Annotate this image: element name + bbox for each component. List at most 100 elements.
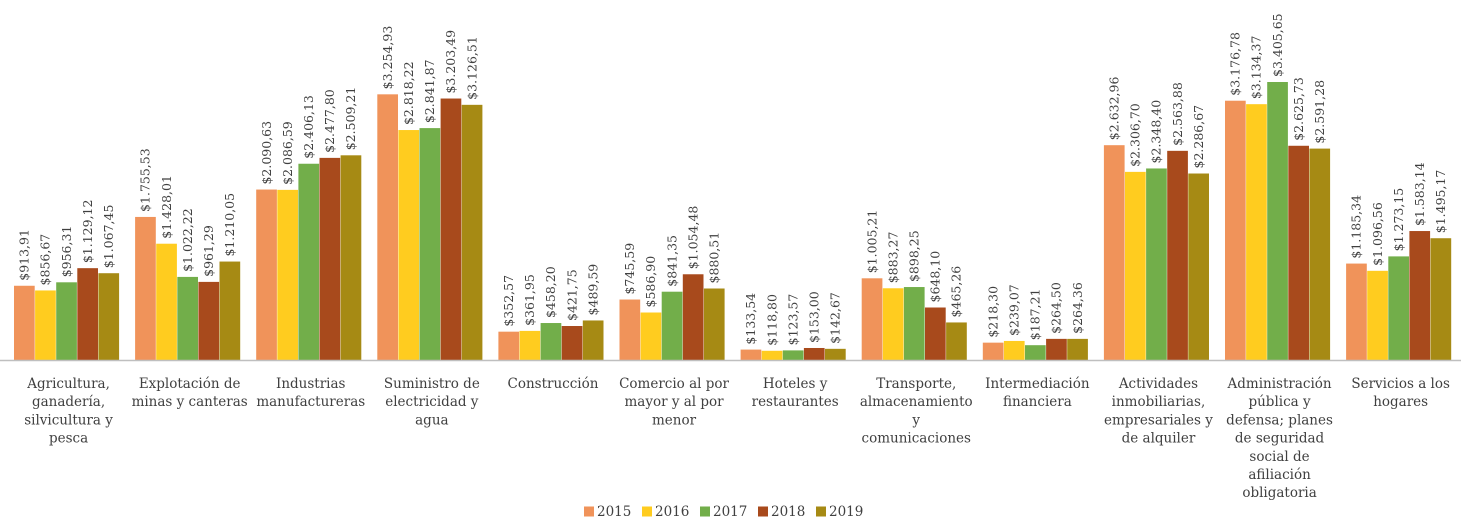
data-label-2017-4: $2.841,87 — [422, 59, 437, 123]
category-label-line: empresariales y — [1104, 412, 1213, 428]
category-label-line: afiliación — [1248, 467, 1311, 483]
category-label-line: almacenamiento — [860, 394, 973, 410]
legend: 2015 2016 2017 2018 2019 — [584, 504, 863, 520]
bar-2017-12 — [1388, 256, 1409, 361]
data-label-2019-2: $1.210,05 — [222, 193, 237, 257]
bar-2017-6 — [661, 291, 683, 361]
category-label-line: Actividades — [1118, 376, 1198, 392]
bar-2015-9 — [982, 342, 1004, 361]
data-label-2018-2: $961,29 — [201, 225, 216, 277]
data-label-2017-1: $956,31 — [59, 226, 74, 278]
bar-2019-11 — [1309, 148, 1331, 361]
data-label-2015-7: $133,54 — [743, 293, 758, 345]
category-label-line: social de — [1249, 449, 1309, 465]
bar-2016-2 — [156, 243, 177, 361]
category-label-line: pesca — [49, 431, 88, 447]
bar-2015-7 — [740, 349, 762, 361]
bar-2016-1 — [35, 290, 56, 361]
bar-2015-2 — [135, 216, 156, 361]
category-label-line: comunicaciones — [862, 431, 971, 447]
data-label-2016-12: $1.096,56 — [1370, 202, 1385, 266]
bar-2015-3 — [256, 189, 277, 361]
data-label-2018-6: $1.054,48 — [685, 206, 700, 270]
data-label-2015-8: $1.005,21 — [864, 210, 879, 274]
data-label-2015-6: $745,59 — [622, 243, 637, 295]
category-label-line: Agricultura, — [26, 376, 110, 392]
data-label-2016-5: $361,95 — [522, 274, 537, 326]
category-label-line: obligatoria — [1242, 485, 1316, 501]
bar-2018-11 — [1288, 145, 1309, 361]
category-label-1: Agricultura, ganadería, silvicultura y pesc… — [24, 376, 113, 447]
data-label-2015-12: $1.185,34 — [1349, 195, 1364, 259]
bar-2018-2 — [198, 281, 220, 361]
bars-layer — [14, 82, 1452, 361]
data-label-2015-10: $2.632,96 — [1106, 77, 1121, 141]
legend-swatch-2018 — [758, 506, 768, 517]
category-label-line: ganadería, — [32, 394, 105, 410]
bar-2018-1 — [77, 268, 98, 361]
category-label-line: Hoteles y — [763, 376, 828, 392]
category-label-line: mayor y al por — [624, 394, 724, 410]
data-label-2019-11: $2.591,28 — [1312, 80, 1327, 144]
bar-2019-8 — [946, 322, 967, 361]
category-label-line: pública y — [1248, 394, 1311, 410]
bar-2017-9 — [1025, 345, 1046, 361]
bar-2016-7 — [761, 350, 783, 361]
category-label-line: Servicios a los — [1351, 376, 1450, 392]
data-label-2018-7: $153,00 — [806, 291, 821, 343]
data-label-2017-5: $458,20 — [543, 266, 558, 318]
category-label-line: manufactureras — [256, 394, 365, 410]
bar-2017-11 — [1267, 82, 1288, 361]
bar-2017-5 — [540, 323, 562, 361]
data-label-2018-4: $3.203,49 — [443, 30, 458, 94]
bar-2016-4 — [398, 130, 420, 361]
bar-2018-3 — [319, 157, 341, 361]
bar-2016-9 — [1003, 340, 1025, 361]
data-label-2019-6: $880,51 — [706, 232, 721, 284]
legend-label-2015: 2015 — [597, 504, 631, 520]
data-label-2016-4: $2.818,22 — [401, 61, 416, 125]
data-label-2017-12: $1.273,15 — [1391, 188, 1406, 252]
category-label-line: Suministro de — [384, 376, 480, 392]
legend-swatch-2016 — [642, 506, 652, 517]
bar-2018-7 — [803, 347, 825, 361]
data-label-2016-10: $2.306,70 — [1128, 103, 1143, 167]
data-label-2018-5: $421,75 — [564, 269, 579, 321]
data-label-2016-11: $3.134,37 — [1249, 36, 1264, 100]
bar-2015-11 — [1225, 100, 1246, 361]
bar-2016-10 — [1125, 171, 1146, 361]
bar-2019-10 — [1188, 173, 1209, 361]
bar-2019-4 — [461, 104, 483, 361]
category-label-line: electricidad y — [385, 394, 479, 410]
legend-label-2019: 2019 — [829, 504, 863, 520]
bar-2019-2 — [219, 261, 241, 361]
bar-2017-1 — [56, 282, 77, 361]
bar-2018-9 — [1046, 338, 1067, 361]
category-labels-layer: Agricultura, ganadería, silvicultura y pesc… — [24, 376, 1450, 501]
category-label-line: Explotación de — [139, 376, 241, 392]
data-label-2018-9: $264,50 — [1049, 282, 1064, 334]
data-label-2018-12: $1.583,14 — [1412, 162, 1427, 226]
bar-2018-4 — [440, 98, 462, 361]
data-label-2016-9: $239,07 — [1006, 284, 1021, 336]
data-label-2016-2: $1.428,01 — [159, 175, 174, 239]
data-label-2019-3: $2.509,21 — [343, 87, 358, 151]
bar-2017-7 — [782, 350, 804, 361]
data-label-2016-3: $2.086,59 — [280, 121, 295, 185]
data-label-2017-11: $3.405,65 — [1270, 13, 1285, 77]
category-label-line: inmobiliarias, — [1112, 394, 1206, 410]
data-label-2017-3: $2.406,13 — [301, 95, 316, 159]
category-label-line: de alquiler — [1122, 431, 1196, 447]
category-label-line: menor — [652, 412, 697, 428]
category-label-line: restaurantes — [752, 394, 839, 410]
bar-2017-2 — [177, 276, 198, 361]
category-label-10: Actividades inmobiliarias, empresariales y… — [1104, 376, 1213, 447]
data-label-2019-5: $489,59 — [585, 264, 600, 316]
data-label-2018-8: $648,10 — [928, 251, 943, 303]
category-label-line: silvicultura y — [24, 412, 113, 428]
legend-label-2016: 2016 — [655, 504, 689, 520]
data-label-2019-9: $264,36 — [1070, 282, 1085, 334]
category-label-line: agua — [415, 412, 448, 428]
bar-2018-12 — [1409, 231, 1431, 361]
